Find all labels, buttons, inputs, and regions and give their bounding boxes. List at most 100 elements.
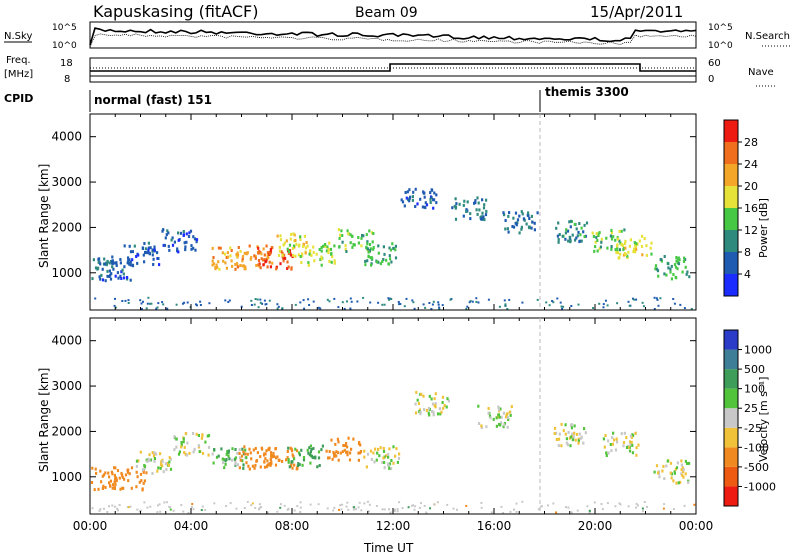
- data-cell: [411, 195, 414, 199]
- data-cell: [249, 451, 252, 455]
- data-cell: [625, 446, 629, 449]
- data-cell: [598, 231, 601, 235]
- data-cell: [148, 458, 151, 462]
- data-cell: [127, 468, 130, 472]
- data-cell: [602, 437, 605, 441]
- data-cell: [564, 237, 567, 241]
- data-cell: [344, 444, 347, 448]
- data-cell: [649, 246, 652, 250]
- data-cell: [182, 437, 185, 441]
- data-cell: [128, 262, 131, 266]
- data-cell: [642, 510, 644, 513]
- data-cell: [432, 410, 435, 414]
- data-cell: [508, 211, 511, 215]
- data-cell: [139, 450, 142, 454]
- data-cell: [552, 301, 555, 304]
- data-cell: [375, 260, 379, 264]
- data-cell: [299, 238, 302, 242]
- power-colorbar-label: Power [dB]: [757, 198, 770, 258]
- data-cell: [224, 462, 227, 466]
- colorbar-tick-label: 1000: [744, 344, 772, 357]
- data-cell: [553, 426, 557, 430]
- data-cell: [172, 509, 175, 512]
- data-cell: [414, 205, 417, 208]
- data-cell: [672, 273, 675, 276]
- data-cell: [449, 298, 452, 301]
- data-cell: [533, 228, 536, 232]
- colorbar-swatch: [724, 447, 738, 467]
- data-cell: [143, 242, 146, 245]
- data-cell: [307, 261, 310, 265]
- data-cell: [159, 463, 163, 467]
- data-cell: [225, 452, 228, 456]
- data-cell: [327, 247, 330, 251]
- freq-label-1: Freq.: [6, 55, 31, 66]
- data-cell: [114, 480, 117, 484]
- data-cell: [245, 456, 248, 460]
- data-cell: [302, 242, 305, 246]
- data-cell: [433, 191, 436, 195]
- data-cell: [169, 467, 173, 471]
- data-cell: [638, 239, 641, 243]
- data-cell: [145, 251, 148, 255]
- data-cell: [91, 507, 94, 510]
- data-cell: [316, 465, 319, 469]
- data-cell: [276, 455, 279, 459]
- data-cell: [286, 247, 289, 251]
- data-cell: [224, 252, 227, 256]
- data-cell: [427, 406, 430, 410]
- data-cell: [609, 234, 612, 238]
- data-cell: [465, 210, 468, 213]
- data-cell: [276, 307, 279, 310]
- data-cell: [383, 466, 386, 470]
- data-cell: [192, 450, 195, 454]
- data-cell: [568, 220, 571, 224]
- data-cell: [678, 258, 681, 262]
- data-cell: [339, 451, 342, 455]
- data-cell: [143, 465, 147, 468]
- data-cell: [130, 486, 133, 490]
- data-cell: [582, 441, 585, 445]
- data-cell: [191, 503, 194, 505]
- data-cell: [431, 303, 434, 306]
- data-cell: [305, 241, 308, 244]
- data-cell: [629, 434, 632, 438]
- data-cell: [558, 437, 561, 441]
- data-cell: [326, 507, 329, 510]
- data-cell: [177, 231, 180, 235]
- data-cell: [244, 448, 247, 452]
- data-cell: [261, 302, 264, 305]
- data-cell: [482, 206, 486, 210]
- data-cell: [454, 197, 457, 201]
- data-cell: [629, 238, 632, 242]
- data-cell: [281, 459, 284, 463]
- data-cell: [369, 247, 372, 251]
- data-cell: [615, 250, 618, 254]
- data-cell: [101, 487, 104, 490]
- data-cell: [558, 432, 561, 436]
- data-cell: [215, 263, 218, 267]
- data-cell: [497, 408, 501, 412]
- data-cell: [635, 506, 637, 509]
- data-cell: [636, 242, 639, 246]
- data-cell: [471, 300, 474, 303]
- data-cell: [287, 250, 291, 254]
- data-cell: [510, 405, 513, 409]
- data-cell: [466, 200, 469, 204]
- data-cell: [228, 457, 231, 461]
- data-cell: [116, 507, 119, 510]
- data-cell: [276, 510, 279, 513]
- data-cell: [525, 222, 528, 226]
- data-cell: [502, 211, 505, 215]
- data-cell: [135, 464, 138, 468]
- data-cell: [669, 461, 673, 465]
- data-cell: [329, 247, 333, 251]
- data-cell: [673, 263, 677, 267]
- data-cell: [254, 506, 257, 509]
- data-cell: [279, 238, 283, 242]
- data-cell: [367, 250, 370, 254]
- data-cell: [411, 299, 414, 302]
- data-cell: [281, 253, 284, 257]
- ytick-label: 1000: [51, 470, 82, 484]
- data-cell: [277, 305, 280, 308]
